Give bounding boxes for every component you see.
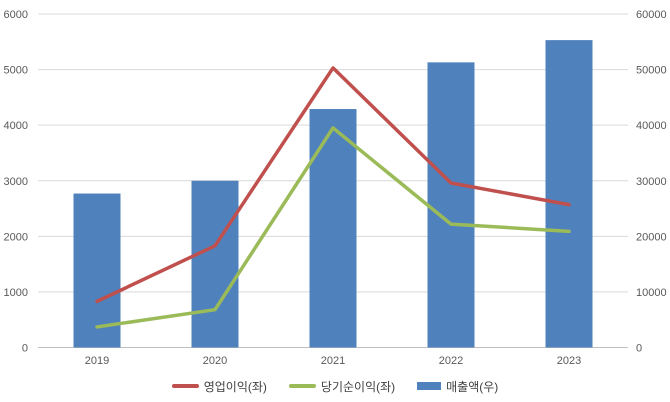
right-axis-tick: 30000: [636, 176, 667, 188]
left-axis-tick: 4000: [4, 120, 28, 132]
legend-item-operating-profit: 영업이익(좌): [171, 378, 267, 395]
left-axis-tick: 3000: [4, 176, 28, 188]
bar-revenue-2020: [191, 180, 239, 348]
legend-label-operating-profit: 영업이익(좌): [203, 379, 267, 394]
chart-legend: 영업이익(좌) 당기순이익(좌) 매출액(우): [0, 377, 670, 395]
right-axis-tick: 10000: [636, 287, 667, 299]
right-axis-tick: 60000: [636, 9, 667, 21]
left-axis-tick: 5000: [4, 65, 28, 77]
x-axis-label: 2020: [203, 355, 227, 367]
legend-bar-marker-icon: [417, 382, 442, 390]
right-axis-tick: 40000: [636, 120, 667, 132]
line-operating-profit: [95, 66, 571, 304]
legend-line-marker-icon: [288, 384, 316, 388]
left-axis-tick: 0: [22, 343, 28, 355]
right-axis-tick: 0: [636, 343, 642, 355]
legend-item-revenue: 매출액(우): [417, 378, 498, 395]
legend-line-marker-icon: [171, 384, 199, 388]
line-net-profit: [95, 126, 571, 329]
legend-item-net-profit: 당기순이익(좌): [288, 378, 396, 395]
x-axis-label: 2023: [557, 355, 581, 367]
legend-label-revenue: 매출액(우): [446, 379, 499, 394]
bar-revenue-2019: [73, 193, 121, 348]
x-axis-label: 2022: [439, 355, 463, 367]
right-axis-tick: 50000: [636, 65, 667, 77]
bar-revenue-2023: [545, 40, 593, 348]
bar-revenue-2021: [309, 109, 357, 348]
x-axis-label: 2021: [321, 355, 345, 367]
bar-revenue-2022: [427, 62, 475, 348]
left-axis-tick: 2000: [4, 231, 28, 243]
left-axis-tick: 1000: [4, 287, 28, 299]
legend-label-net-profit: 당기순이익(좌): [320, 379, 396, 394]
left-axis-tick: 6000: [4, 9, 28, 21]
x-axis-label: 2019: [85, 355, 109, 367]
right-axis-tick: 20000: [636, 231, 667, 243]
